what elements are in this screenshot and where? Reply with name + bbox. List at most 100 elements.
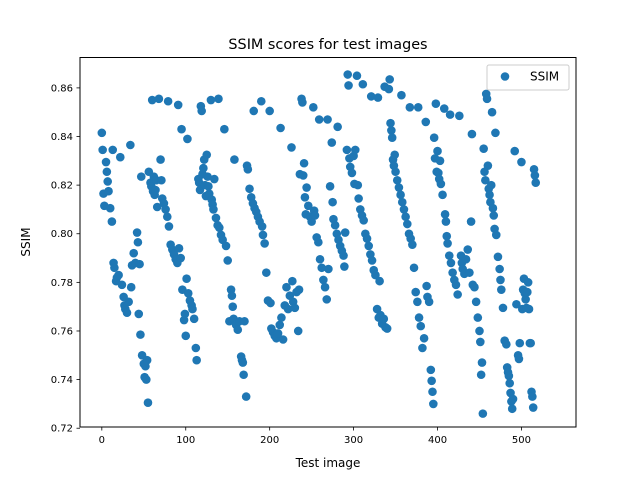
data-point — [314, 237, 323, 247]
data-point — [416, 321, 426, 331]
data-point — [443, 239, 452, 248]
legend: SSIM — [486, 64, 570, 91]
data-point — [470, 282, 479, 292]
data-point — [523, 287, 532, 297]
data-point — [488, 203, 498, 213]
data-point — [302, 183, 311, 192]
data-point — [409, 263, 419, 273]
data-point — [379, 314, 389, 324]
data-point — [428, 387, 437, 397]
data-point — [182, 274, 191, 284]
data-point — [202, 150, 212, 160]
data-point — [309, 103, 318, 112]
data-point — [510, 146, 520, 156]
data-point — [451, 280, 461, 290]
data-point — [523, 278, 533, 287]
data-point — [256, 96, 266, 106]
data-point — [314, 115, 324, 124]
data-point — [512, 299, 521, 309]
data-point — [283, 304, 293, 314]
data-point — [419, 333, 429, 343]
data-point — [282, 282, 291, 292]
data-point — [136, 330, 145, 339]
data-point — [240, 316, 249, 326]
data-point — [467, 129, 477, 139]
data-point — [453, 290, 462, 299]
data-point — [129, 248, 139, 258]
data-point — [414, 313, 424, 322]
data-point — [493, 252, 503, 262]
data-point — [97, 128, 107, 138]
data-point — [223, 256, 233, 265]
data-point — [199, 163, 208, 173]
data-point — [487, 107, 497, 117]
data-point — [101, 157, 111, 167]
x-tick-label: 200 — [260, 435, 279, 446]
data-point — [504, 371, 514, 381]
data-point — [290, 303, 300, 313]
x-axis-label: Test image — [295, 456, 361, 470]
data-point — [327, 138, 337, 147]
data-point — [211, 213, 221, 223]
data-point — [124, 297, 133, 307]
data-point — [476, 337, 485, 347]
data-point — [364, 241, 374, 251]
data-point — [476, 370, 486, 380]
data-point — [507, 404, 517, 414]
data-point — [333, 122, 342, 132]
data-point — [397, 90, 406, 100]
data-point — [441, 217, 451, 226]
data-point — [298, 98, 307, 107]
data-point — [438, 190, 447, 200]
data-point — [164, 222, 174, 231]
data-point — [485, 190, 494, 200]
data-point — [230, 155, 239, 164]
data-point — [382, 324, 392, 333]
data-point — [330, 220, 340, 230]
data-point — [277, 313, 286, 322]
data-point — [135, 259, 144, 269]
plot-frame — [79, 57, 577, 428]
data-point — [354, 194, 363, 203]
data-point — [323, 115, 332, 124]
data-point — [421, 117, 431, 127]
data-point — [227, 291, 237, 301]
data-point — [422, 281, 431, 291]
data-points — [97, 70, 541, 418]
data-point — [117, 280, 127, 290]
data-point — [126, 140, 135, 150]
data-point — [433, 146, 442, 156]
data-point — [479, 144, 488, 153]
data-point — [342, 145, 352, 155]
data-point — [465, 268, 474, 277]
data-point — [241, 392, 251, 401]
y-tick-label: 0.80 — [51, 229, 73, 240]
data-point — [275, 320, 285, 330]
data-point — [401, 212, 410, 222]
data-point — [524, 304, 534, 314]
data-point — [239, 370, 248, 380]
data-point — [483, 161, 493, 170]
data-point — [142, 355, 152, 365]
data-point — [429, 133, 439, 143]
data-point — [340, 228, 350, 237]
data-point — [132, 228, 142, 237]
data-point — [375, 276, 384, 286]
data-point — [105, 203, 115, 213]
data-point — [315, 254, 325, 264]
data-point — [188, 304, 197, 314]
data-point — [98, 145, 107, 155]
data-point — [481, 175, 490, 185]
data-point — [442, 231, 452, 241]
data-point — [491, 230, 501, 240]
data-point — [384, 84, 394, 94]
data-point — [197, 106, 206, 116]
data-point — [455, 111, 464, 121]
data-point — [413, 297, 422, 307]
data-point — [496, 275, 505, 285]
data-point — [482, 94, 492, 104]
data-point — [352, 71, 362, 81]
data-point — [489, 211, 499, 220]
data-point — [478, 409, 488, 418]
